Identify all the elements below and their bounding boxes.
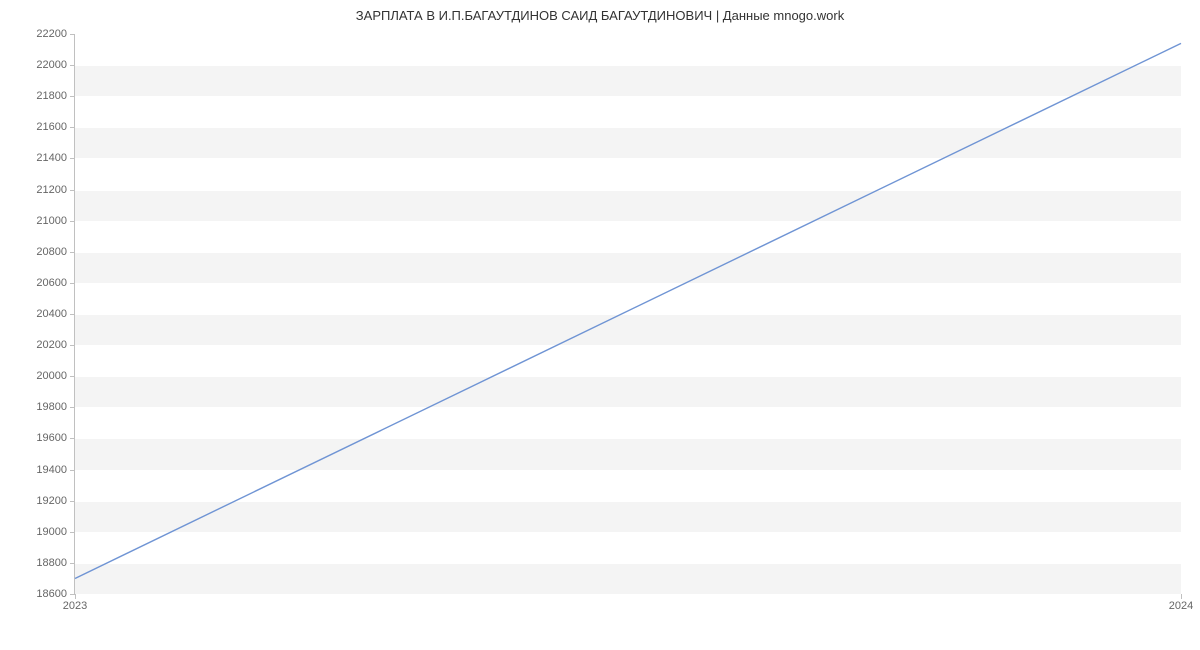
y-tick-mark <box>70 158 75 159</box>
y-tick-mark <box>70 283 75 284</box>
y-axis-tick-label: 21800 <box>36 90 67 102</box>
y-tick-mark <box>70 470 75 471</box>
y-axis-tick-label: 19000 <box>36 526 67 538</box>
y-tick-mark <box>70 563 75 564</box>
y-axis-tick-label: 20800 <box>36 246 67 258</box>
y-axis-tick-label: 21000 <box>36 215 67 227</box>
y-axis-tick-label: 19600 <box>36 432 67 444</box>
salary-line-chart: ЗАРПЛАТА В И.П.БАГАУТДИНОВ САИД БАГАУТДИ… <box>0 0 1200 650</box>
y-axis-tick-label: 22000 <box>36 59 67 71</box>
x-axis-tick-label: 2024 <box>1169 600 1193 612</box>
y-tick-mark <box>70 252 75 253</box>
y-tick-mark <box>70 96 75 97</box>
line-series-layer <box>75 34 1181 594</box>
y-axis-tick-label: 20400 <box>36 308 67 320</box>
y-axis-tick-label: 19800 <box>36 401 67 413</box>
x-tick-mark <box>1181 594 1182 599</box>
y-axis-tick-label: 21400 <box>36 152 67 164</box>
y-tick-mark <box>70 314 75 315</box>
y-tick-mark <box>70 221 75 222</box>
x-tick-mark <box>75 594 76 599</box>
y-axis-tick-label: 21600 <box>36 121 67 133</box>
y-axis-tick-label: 19200 <box>36 495 67 507</box>
y-tick-mark <box>70 345 75 346</box>
plot-area: 1860018800190001920019400196001980020000… <box>74 34 1181 595</box>
y-tick-mark <box>70 376 75 377</box>
grid-line <box>75 594 1181 595</box>
series-line-salary <box>75 43 1181 578</box>
y-tick-mark <box>70 438 75 439</box>
y-axis-tick-label: 20600 <box>36 277 67 289</box>
y-tick-mark <box>70 407 75 408</box>
y-axis-tick-label: 18800 <box>36 557 67 569</box>
y-tick-mark <box>70 501 75 502</box>
y-tick-mark <box>70 34 75 35</box>
y-axis-tick-label: 18600 <box>36 588 67 600</box>
y-axis-tick-label: 19400 <box>36 464 67 476</box>
y-tick-mark <box>70 65 75 66</box>
chart-title: ЗАРПЛАТА В И.П.БАГАУТДИНОВ САИД БАГАУТДИ… <box>0 0 1200 23</box>
y-axis-tick-label: 21200 <box>36 184 67 196</box>
y-axis-tick-label: 20200 <box>36 339 67 351</box>
y-tick-mark <box>70 127 75 128</box>
y-tick-mark <box>70 532 75 533</box>
y-tick-mark <box>70 190 75 191</box>
y-axis-tick-label: 22200 <box>36 28 67 40</box>
y-axis-tick-label: 20000 <box>36 370 67 382</box>
x-axis-tick-label: 2023 <box>63 600 87 612</box>
